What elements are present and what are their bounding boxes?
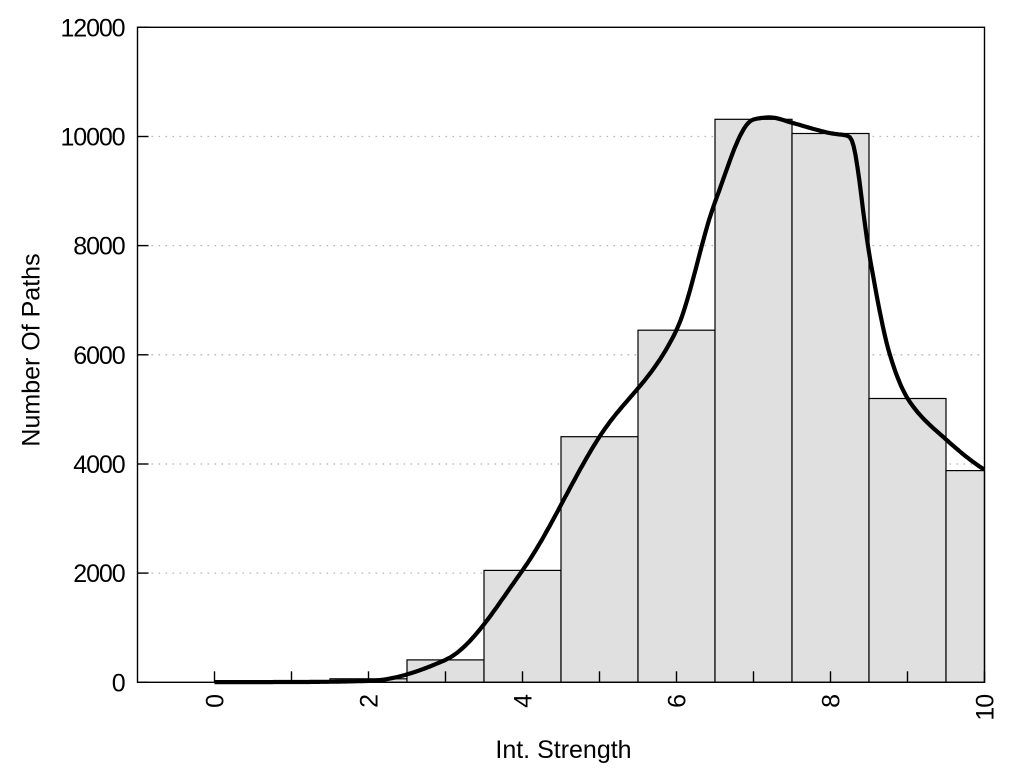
svg-text:Int. Strength: Int. Strength	[495, 736, 631, 764]
svg-text:10000: 10000	[60, 124, 124, 152]
svg-text:4: 4	[510, 694, 538, 708]
svg-text:12000: 12000	[60, 14, 124, 42]
svg-text:8000: 8000	[73, 233, 124, 261]
svg-text:0: 0	[202, 695, 230, 708]
svg-text:4000: 4000	[73, 451, 124, 479]
svg-text:6000: 6000	[73, 342, 124, 370]
svg-text:2: 2	[356, 695, 384, 708]
svg-text:8: 8	[818, 695, 846, 708]
svg-text:10: 10	[972, 695, 1000, 721]
svg-text:2000: 2000	[73, 560, 124, 588]
svg-text:6: 6	[664, 695, 692, 708]
svg-text:Number Of Paths: Number Of Paths	[18, 253, 46, 446]
svg-text:0: 0	[112, 669, 125, 697]
